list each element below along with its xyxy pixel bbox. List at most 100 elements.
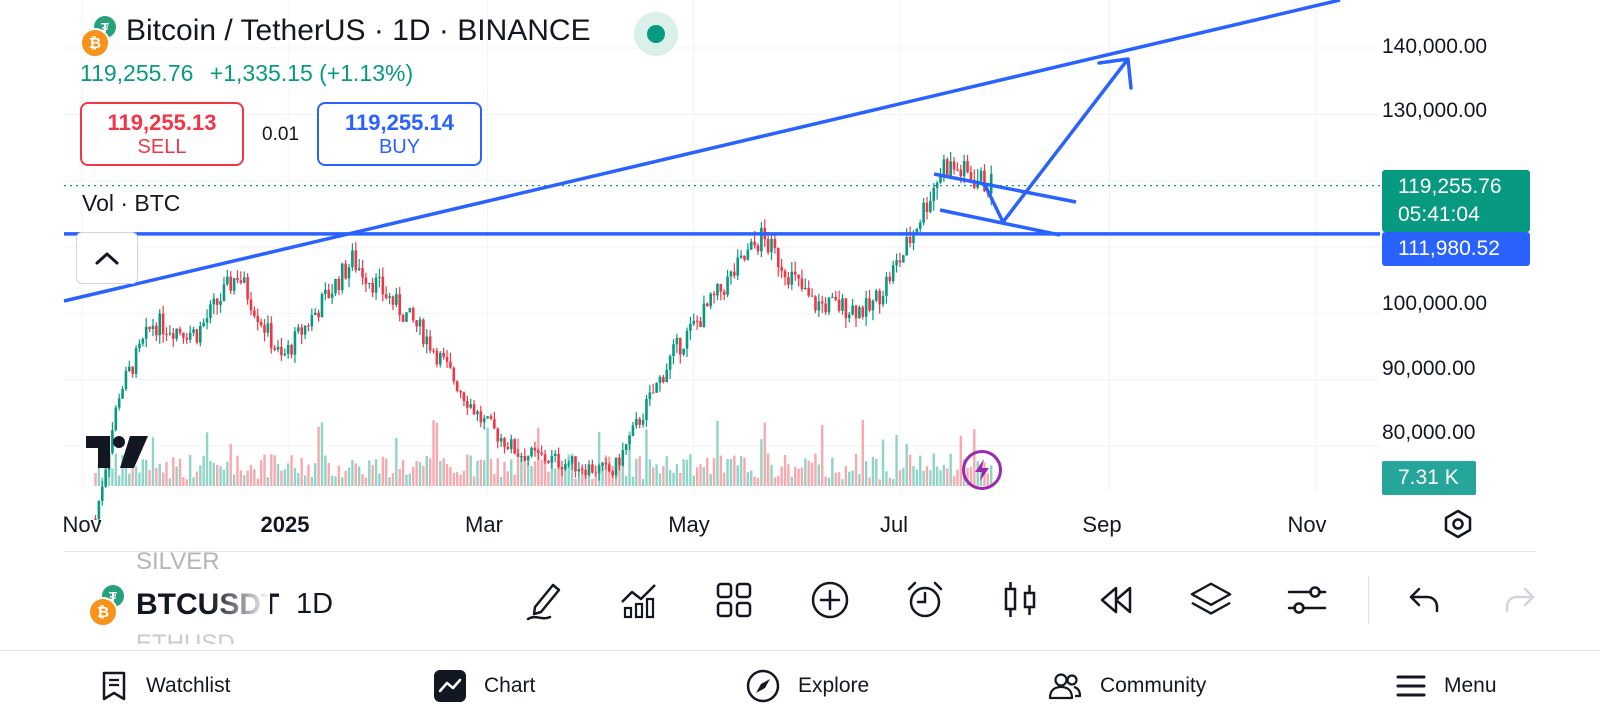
nav-community[interactable]: Community [1048,651,1206,721]
candle-body [209,304,212,319]
candle-body [236,278,239,281]
volume-bar [479,459,483,486]
candle-body [185,337,189,340]
volume-bar [151,437,155,486]
undo-button[interactable] [1402,578,1446,622]
volume-bar [462,470,466,486]
candle-body [286,344,290,354]
templates-button[interactable] [712,578,756,622]
candle-body [932,187,936,201]
candle-body [719,284,723,292]
flash-news-button[interactable] [962,450,1002,490]
volume-bar [858,474,861,486]
volume-bar [564,467,567,486]
candle-body [983,170,986,192]
candle-body [875,290,878,301]
volume-bar [736,465,739,486]
candle-body [902,255,905,263]
volume-bar [554,468,557,486]
nav-watchlist[interactable]: Watchlist [100,651,230,721]
candle-body [148,326,151,330]
tradingview-logo[interactable] [86,436,148,473]
add-button[interactable] [808,578,852,622]
volume-bar [645,429,648,486]
collapse-legend-button[interactable] [76,232,138,284]
chart-settings-button[interactable] [1285,578,1329,622]
chart-area[interactable]: ₮ ₿ Bitcoin / TetherUS · 1D · BINANCE 11… [0,0,1600,540]
interval-button[interactable]: 1D [296,588,334,620]
candle-body [969,172,973,180]
volume-bar [466,454,469,486]
candle-body [611,471,614,476]
buy-label: BUY [378,136,421,158]
candle-body [743,255,746,260]
volume-bar [388,477,391,486]
volume-bar [516,438,520,486]
nav-chart[interactable]: Chart [434,651,535,721]
candle-body [290,344,293,355]
volume-bar [618,465,621,486]
compass-icon [746,669,780,703]
candle-body [631,425,635,436]
candle-body [313,312,317,316]
volume-bar [783,454,787,486]
volume-legend[interactable]: Vol · BTC [82,190,181,216]
chart-icon [434,670,466,702]
volume-bar [134,466,138,486]
alert-button[interactable] [903,578,947,622]
replay-button[interactable] [1094,578,1138,622]
volume-bar [327,462,330,486]
candle-body [144,326,148,339]
volume-bar [567,454,570,486]
candle-body [540,452,543,455]
nav-explore[interactable]: Explore [746,651,869,721]
volume-bar [442,458,445,486]
volume-bar [770,464,773,486]
indicators-button[interactable] [617,578,661,622]
buy-button[interactable]: 119,255.14 BUY [317,102,482,166]
candle-body [533,447,537,451]
volume-bar [155,467,158,486]
candle-body [915,228,919,234]
volume-bar [513,474,516,486]
candle-body [283,353,287,356]
market-open-indicator[interactable] [634,12,678,56]
candle-body [94,518,97,520]
volume-bar [408,473,412,486]
sell-price: 119,255.13 [107,110,217,135]
volume-bar [574,478,577,486]
volume-bar [837,472,841,486]
candle-body [929,200,932,212]
candle-body [793,271,797,275]
redo-button[interactable] [1498,578,1542,622]
candle-body [293,331,297,355]
chart-type-button[interactable] [998,578,1042,622]
volume-bar [290,455,293,486]
volume-bar [205,432,209,486]
symbol-prev[interactable]: SILVER [136,548,220,575]
replay-icon [1100,586,1132,614]
layers-button[interactable] [1189,578,1233,622]
volume-bar [695,467,699,486]
symbol-next[interactable]: ETHUSD [136,630,235,644]
volume-bar [459,474,462,486]
sell-button[interactable]: 119,255.13 SELL [80,102,244,166]
volume-bar [266,477,270,486]
candle-body [374,277,378,293]
drawing-tools-button[interactable] [522,578,566,622]
volume-bar [510,459,513,486]
nav-menu[interactable]: Menu [1396,651,1497,721]
volume-bar [219,466,222,486]
candle-body [438,352,442,365]
candle-body [851,305,854,315]
candle-body [621,450,625,466]
price-chart[interactable] [0,0,1600,540]
chart-title[interactable]: Bitcoin / TetherUS · 1D · BINANCE [126,14,591,47]
volume-bar [374,459,378,486]
volume-bar [547,471,550,486]
redo-icon [1505,587,1535,613]
volume-bar [956,469,959,486]
candle-body [205,318,209,323]
volume-bar [753,476,756,486]
scale-settings-button[interactable] [1442,508,1474,545]
